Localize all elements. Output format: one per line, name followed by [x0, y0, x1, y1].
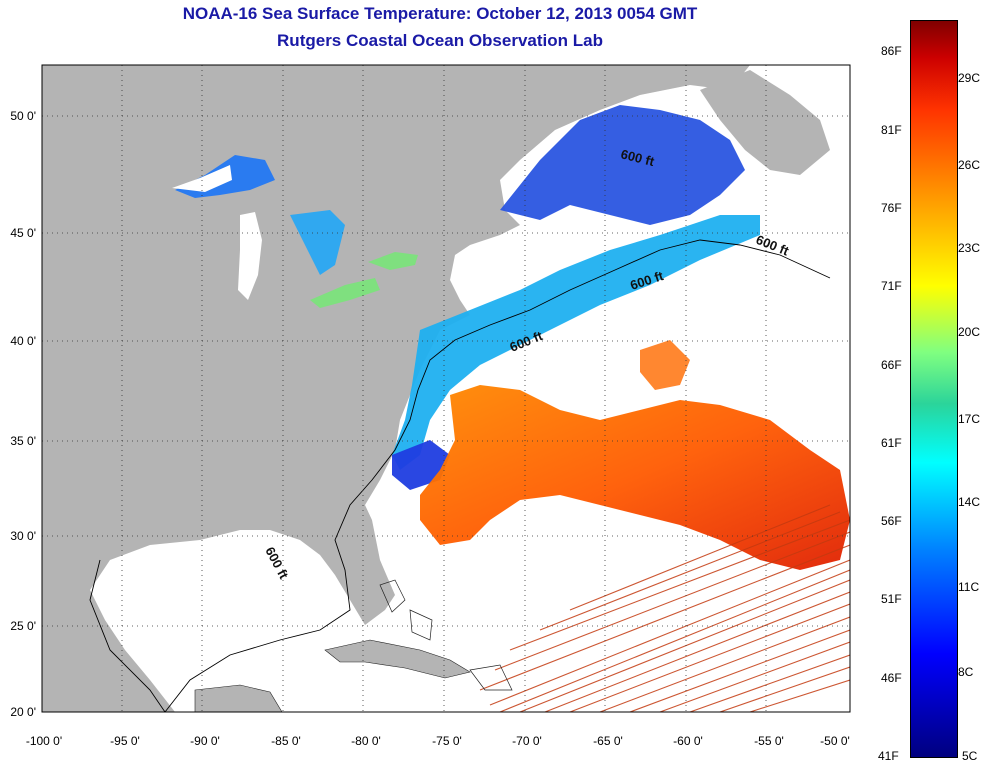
hispaniola-outline	[469, 664, 513, 691]
colorbar-fahrenheit-label: 76F	[881, 201, 902, 215]
colorbar-fahrenheit-label: 86F	[881, 44, 902, 58]
temperature-colorbar	[910, 20, 958, 758]
colorbar-celsius-label: 23C	[958, 241, 981, 255]
lake-superior-nodata	[172, 165, 232, 192]
colorbar-celsius-label: 8C	[958, 665, 974, 679]
isobath-600ft	[89, 239, 831, 712]
colorbar-celsius-label: 11C	[958, 580, 980, 594]
lat-tick-label: 50 0'	[10, 109, 36, 123]
lon-tick-label: -50 0'	[820, 734, 850, 748]
lat-tick-label: 40 0'	[10, 334, 36, 348]
colorbar-fahrenheit-label: 61F	[881, 436, 902, 450]
colorbar-fahrenheit-label: 56F	[881, 514, 902, 528]
colorbar-celsius-label: 29C	[958, 71, 981, 85]
colorbar-celsius-label: 17C	[958, 412, 981, 426]
lake-michigan	[238, 212, 262, 300]
lon-tick-label: -95 0'	[110, 734, 140, 748]
map-subtitle: Rutgers Coastal Ocean Observation Lab	[277, 31, 603, 50]
colorbar-celsius-label: 26C	[958, 158, 981, 172]
lat-tick-label: 25 0'	[10, 619, 36, 633]
warm-eddy-sst	[640, 340, 690, 390]
colorbar-fahrenheit-label: 41F	[878, 749, 899, 763]
lat-tick-label: 45 0'	[10, 226, 36, 240]
colorbar-fahrenheit-label: 66F	[881, 358, 902, 372]
lon-tick-label: -100 0'	[26, 734, 62, 748]
lake-huron	[290, 210, 345, 275]
north-america-land	[42, 65, 750, 712]
colorbar-celsius-label: 5C	[962, 749, 978, 763]
colorbar-fahrenheit-label: 81F	[881, 123, 902, 137]
colorbar-celsius-label: 14C	[958, 495, 981, 509]
lon-tick-label: -65 0'	[593, 734, 623, 748]
lake-ontario	[368, 252, 418, 270]
colorbar-celsius-label: 20C	[958, 325, 981, 339]
lat-tick-label: 20 0'	[10, 705, 36, 719]
shelf-waters-sst	[392, 215, 760, 470]
lat-tick-label: 35 0'	[10, 434, 36, 448]
lake-erie	[310, 278, 380, 308]
longitude-axis: -100 0' -95 0' -90 0' -85 0' -80 0' -75 …	[26, 734, 850, 748]
colorbar-fahrenheit-label: 51F	[881, 592, 902, 606]
bahamas-outline	[379, 579, 433, 641]
lon-tick-label: -90 0'	[190, 734, 220, 748]
gulf-st-lawrence-sst	[500, 105, 745, 225]
lon-tick-label: -60 0'	[673, 734, 703, 748]
southern-sst-swath	[479, 504, 850, 712]
lon-tick-label: -85 0'	[271, 734, 301, 748]
colorbar-fahrenheit-label: 46F	[881, 671, 902, 685]
lat-tick-label: 30 0'	[10, 529, 36, 543]
lon-tick-label: -70 0'	[512, 734, 542, 748]
map-title: NOAA-16 Sea Surface Temperature: October…	[182, 4, 698, 23]
latitude-axis: 20 0' 25 0' 30 0' 35 0' 40 0' 45 0' 50 0…	[10, 109, 36, 719]
cuba-land	[324, 639, 471, 679]
newfoundland-land	[700, 70, 830, 175]
lon-tick-label: -55 0'	[754, 734, 784, 748]
map-frame	[41, 64, 851, 713]
yucatan-land	[194, 684, 283, 712]
lon-tick-label: -75 0'	[432, 734, 462, 748]
gulf-stream-sst	[420, 385, 850, 570]
lon-tick-label: -80 0'	[351, 734, 381, 748]
colorbar-fahrenheit-label: 71F	[881, 279, 902, 293]
